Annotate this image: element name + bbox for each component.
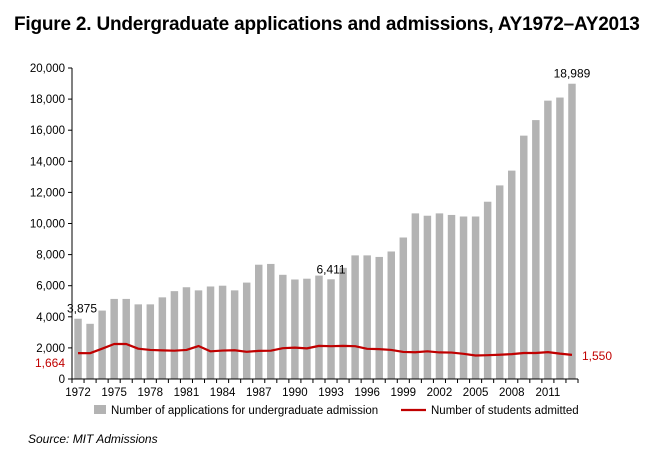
bar-1992 bbox=[315, 275, 323, 379]
bar-1976 bbox=[122, 298, 130, 379]
bar-1988 bbox=[267, 263, 275, 379]
bar-1978 bbox=[146, 304, 155, 379]
bar-1986 bbox=[242, 282, 251, 379]
y-tick-label: 20,000 bbox=[30, 63, 65, 75]
data-label-applications-1993: 6,411 bbox=[316, 262, 345, 276]
x-tick-label: 2011 bbox=[536, 387, 561, 399]
x-tick-label: 2005 bbox=[463, 387, 489, 399]
admitted-line bbox=[78, 342, 573, 357]
chart-title: Figure 2. Undergraduate applications and… bbox=[14, 14, 640, 35]
x-tick-label: 1990 bbox=[282, 387, 308, 399]
bar-1974 bbox=[98, 310, 106, 379]
x-tick-label: 1981 bbox=[174, 387, 200, 399]
bar-2013 bbox=[568, 83, 576, 379]
bar-2006 bbox=[483, 201, 492, 379]
bar-1987 bbox=[255, 264, 263, 379]
bar-2005 bbox=[471, 216, 480, 379]
data-labels: 3,875 6,411 18,989 1,664 1,550 bbox=[35, 67, 612, 370]
bar-2003 bbox=[447, 214, 456, 379]
x-tick-label: 1975 bbox=[101, 387, 127, 399]
bar-1977 bbox=[134, 304, 142, 379]
x-tick-label: 1987 bbox=[246, 387, 272, 399]
bar-2002 bbox=[435, 213, 444, 379]
bar-1981 bbox=[182, 287, 191, 379]
data-label-applications-2013: 18,989 bbox=[554, 67, 591, 81]
data-label-applications-1972: 3,875 bbox=[67, 302, 97, 316]
bar-1995 bbox=[351, 255, 359, 379]
x-tick-label: 1996 bbox=[354, 387, 380, 399]
source-note: Source: MIT Admissions bbox=[28, 432, 158, 446]
bar-2000 bbox=[411, 213, 420, 379]
y-tick-label: 6,000 bbox=[36, 281, 65, 293]
bar-1997 bbox=[375, 256, 383, 379]
y-tick-label: 16,000 bbox=[30, 125, 65, 137]
bar-1996 bbox=[363, 255, 371, 379]
bar-1990 bbox=[291, 279, 299, 379]
bar-1982 bbox=[194, 290, 203, 379]
bar-2010 bbox=[532, 120, 540, 379]
bar-2012 bbox=[556, 97, 564, 380]
bar-1979 bbox=[158, 297, 167, 379]
y-tick-label: 4,000 bbox=[36, 312, 65, 324]
bar-2001 bbox=[423, 215, 432, 379]
y-tick-label: 12,000 bbox=[30, 187, 65, 199]
legend-swatch-applications bbox=[94, 405, 106, 414]
data-label-admitted-2013: 1,550 bbox=[582, 349, 612, 363]
x-tick-label: 1984 bbox=[210, 387, 236, 399]
bar-series bbox=[74, 83, 576, 380]
x-tick-label: 1978 bbox=[138, 387, 164, 399]
data-label-admitted-1972: 1,664 bbox=[35, 356, 65, 370]
legend: Number of applications for undergraduate… bbox=[94, 405, 579, 417]
x-tick-label: 2002 bbox=[427, 387, 453, 399]
x-tick-label: 1993 bbox=[318, 387, 344, 399]
y-tick-label: 10,000 bbox=[30, 219, 65, 231]
y-tick-label: 0 bbox=[59, 374, 65, 386]
bar-1973 bbox=[86, 323, 94, 379]
y-tick-label: 14,000 bbox=[30, 156, 65, 168]
y-tick-label: 8,000 bbox=[36, 250, 65, 262]
axes: 0 2,000 4,000 6,000 8,000 10,000 12,000 14,000 1… bbox=[30, 63, 579, 399]
bar-1993 bbox=[327, 279, 335, 379]
bar-1985 bbox=[230, 290, 239, 379]
bar-2009 bbox=[520, 135, 528, 379]
bar-1989 bbox=[279, 274, 287, 379]
x-tick-label: 1999 bbox=[391, 387, 417, 399]
x-tick-label: 2008 bbox=[499, 387, 525, 399]
bar-1991 bbox=[303, 278, 311, 379]
bar-1984 bbox=[218, 285, 227, 379]
line-series bbox=[78, 342, 573, 357]
bar-1998 bbox=[387, 251, 395, 379]
bar-2007 bbox=[495, 185, 504, 379]
y-tick-label: 18,000 bbox=[30, 94, 65, 106]
bar-2008 bbox=[508, 170, 516, 379]
legend-label-applications: Number of applications for undergraduate… bbox=[111, 405, 378, 417]
bar-2004 bbox=[459, 216, 468, 379]
bar-1980 bbox=[170, 291, 179, 379]
x-tick-label: 1972 bbox=[65, 387, 91, 399]
y-tick-label: 2,000 bbox=[36, 343, 65, 355]
bar-2011 bbox=[544, 100, 552, 380]
legend-label-admitted: Number of students admitted bbox=[431, 405, 579, 417]
bar-1999 bbox=[399, 237, 408, 379]
bar-1994 bbox=[339, 267, 347, 379]
bar-1975 bbox=[110, 298, 118, 379]
bar-1972 bbox=[74, 318, 82, 379]
bar-1983 bbox=[206, 286, 215, 379]
